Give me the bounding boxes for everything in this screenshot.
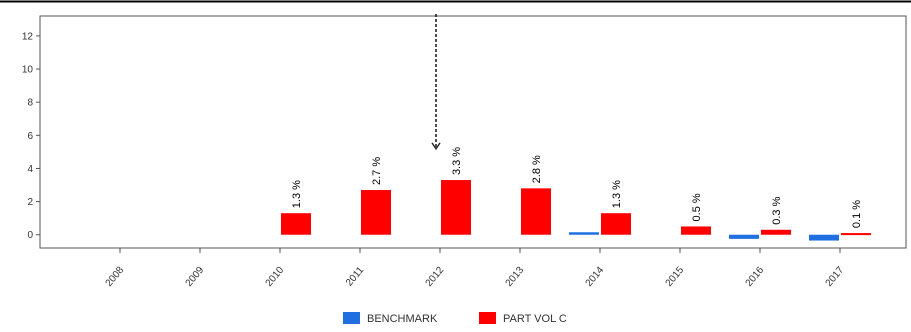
arrow-head-icon — [431, 142, 441, 151]
data-label-2011: 2.7 % — [371, 157, 383, 185]
legend-swatch-0 — [343, 312, 360, 324]
y-tick-label: 12 — [22, 31, 34, 42]
y-tick-label: 6 — [27, 131, 33, 142]
y-axis: 0 2 4 6 8 10 12 — [22, 31, 40, 241]
legend-label-0: BENCHMARK — [367, 313, 438, 325]
data-labels: 1.3 % 2.7 % 3.3 % 2.8 % 1.3 % 0.5 % 0.3 % 0.1 % — [291, 147, 863, 228]
part-vol-c-bar-2016 — [761, 229, 791, 235]
part-vol-c-bar-2014 — [601, 213, 631, 235]
part-vol-c-bar-2011 — [361, 190, 391, 235]
data-label-2010: 1.3 % — [291, 180, 303, 208]
y-tick-label: 0 — [27, 230, 33, 241]
part-vol-c-bar-2013 — [521, 188, 551, 235]
legend-swatch-1 — [479, 312, 496, 324]
benchmark-bar-2017 — [809, 234, 839, 241]
data-label-2013: 2.8 % — [531, 155, 543, 183]
data-label-2014: 1.3 % — [611, 180, 623, 208]
bars — [281, 180, 871, 241]
benchmark-bar-2014 — [569, 232, 599, 235]
y-tick-label: 8 — [27, 98, 33, 109]
data-label-2012: 3.3 % — [451, 147, 463, 175]
data-label-2015: 0.5 % — [691, 193, 703, 221]
part-vol-c-bar-2010 — [281, 213, 311, 235]
legend-label-1: PART VOL C — [503, 313, 567, 325]
benchmark-bar-2016 — [729, 234, 759, 239]
data-label-2017: 0.1 % — [851, 200, 863, 228]
y-tick-label: 2 — [27, 197, 33, 208]
plot-area — [39, 15, 907, 249]
legend: BENCHMARK PART VOL C — [343, 312, 567, 325]
part-vol-c-bar-2017 — [841, 233, 871, 236]
y-tick-label: 10 — [22, 65, 34, 76]
y-tick-label: 4 — [27, 164, 33, 175]
annotation-arrow — [431, 14, 441, 151]
part-vol-c-bar-2012 — [441, 180, 471, 235]
data-label-2016: 0.3 % — [771, 196, 783, 224]
part-vol-c-bar-2015 — [681, 226, 711, 235]
